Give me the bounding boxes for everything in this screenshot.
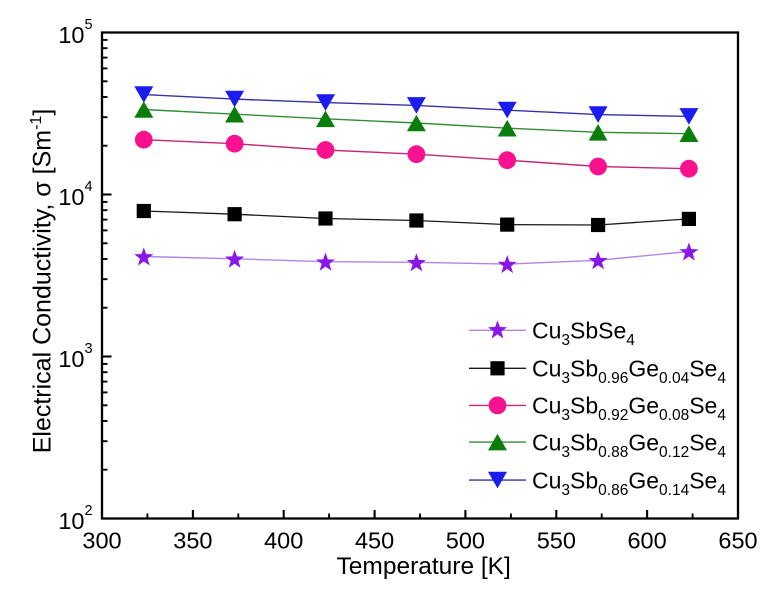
svg-text:Cu3​Sb0.96​Ge0.04​Se4​: Cu3​Sb0.96​Ge0.04​Se4​ <box>532 356 726 388</box>
svg-text:Cu3​Sb0.88​Ge0.12​Se4​: Cu3​Sb0.88​Ge0.12​Se4​ <box>532 429 726 461</box>
svg-text:350: 350 <box>173 527 212 553</box>
svg-text:10: 10 <box>58 22 84 48</box>
svg-text:450: 450 <box>355 527 394 553</box>
svg-text:550: 550 <box>537 527 576 553</box>
svg-text:4: 4 <box>85 179 93 195</box>
svg-text:Cu3​Sb0.86​Ge0.14​Se4​: Cu3​Sb0.86​Ge0.14​Se4​ <box>532 467 726 499</box>
svg-text:Cu3​SbSe4​: Cu3​SbSe4​ <box>532 318 635 350</box>
svg-text:Temperature [K]: Temperature [K] <box>337 553 511 580</box>
svg-text:3: 3 <box>85 341 93 357</box>
svg-text:300: 300 <box>82 527 121 553</box>
svg-text:500: 500 <box>446 527 485 553</box>
svg-text:Cu3​Sb0.92​Ge0.08​Se4​: Cu3​Sb0.92​Ge0.08​Se4​ <box>532 393 726 425</box>
svg-text:10: 10 <box>58 508 84 534</box>
svg-text:650: 650 <box>718 527 757 553</box>
svg-text:2: 2 <box>85 503 93 519</box>
svg-text:10: 10 <box>58 184 84 210</box>
svg-text:600: 600 <box>627 527 666 553</box>
svg-text:10: 10 <box>58 346 84 372</box>
svg-text:5: 5 <box>85 17 93 33</box>
svg-text:Electrical Conductivity, σ [Sm: Electrical Conductivity, σ [Sm-1] <box>28 109 57 454</box>
svg-text:400: 400 <box>264 527 303 553</box>
